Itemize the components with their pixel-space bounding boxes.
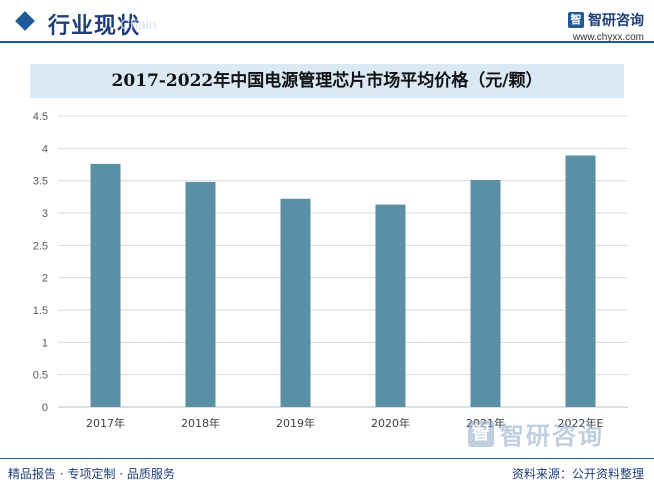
brand-url: www.chyxx.com (572, 32, 644, 43)
y-tick-label: 4.5 (33, 111, 48, 123)
y-axis: 0 0.5 1 1.5 2 2.5 3 3.5 4 4.5 (33, 111, 48, 414)
header-divider (0, 41, 654, 43)
diamond-icon (15, 11, 35, 31)
bar (280, 198, 311, 407)
y-tick-label: 4 (42, 143, 48, 155)
y-tick-label: 1 (42, 337, 48, 349)
bar (185, 181, 216, 407)
x-tick-label: 2019年 (276, 416, 315, 430)
bar (565, 155, 596, 407)
bar (90, 163, 121, 407)
y-tick-label: 2.5 (33, 240, 48, 252)
footer-source: 资料来源：公开资料整理 (511, 467, 644, 481)
footer-divider (0, 458, 654, 459)
watermark-logo: 智 智研咨询 (468, 416, 604, 451)
watermark-name: 智研咨询 (500, 422, 604, 450)
chart-bars (90, 155, 596, 407)
y-tick-label: 1.5 (33, 305, 48, 317)
x-tick-label: 2020年 (371, 416, 410, 430)
section-title: 行业现状 (48, 14, 141, 39)
page-header: 行业现状 Chain (0, 0, 654, 44)
y-tick-label: 3.5 (33, 176, 48, 188)
y-tick-label: 0.5 (33, 370, 48, 382)
x-tick-label: 2018年 (181, 416, 220, 430)
footer-tagline: 精品报告 · 专项定制 · 品质服务 (8, 467, 175, 481)
chart-title: 2017-2022年中国电源管理芯片市场平均价格（元/颗） (111, 71, 543, 91)
brand-mark-icon: 智 (568, 12, 584, 28)
section-subtitle: Chain (120, 16, 157, 32)
brand-name: 智研咨询 (588, 13, 644, 29)
y-tick-label: 3 (42, 208, 48, 220)
bar-chart: 0 0.5 1 1.5 2 2.5 3 3.5 4 4.5 2017年 2018年 2019年 2020… (33, 111, 628, 430)
watermark-mark-icon: 智 (468, 420, 494, 447)
bar (470, 180, 501, 407)
chart-title-bar: 2017-2022年中国电源管理芯片市场平均价格（元/颗） (30, 64, 624, 98)
chart-grid (58, 115, 628, 408)
y-tick-label: 0 (42, 402, 48, 414)
x-axis: 2017年2018年2019年2020年2021年2022年E (86, 416, 604, 430)
x-tick-label: 2022年E (558, 416, 604, 430)
x-tick-label: 2017年 (86, 416, 125, 430)
bar (375, 204, 406, 407)
y-tick-label: 2 (42, 273, 48, 285)
brand-logo: 智 智研咨询 www.chyxx.com (568, 10, 644, 43)
